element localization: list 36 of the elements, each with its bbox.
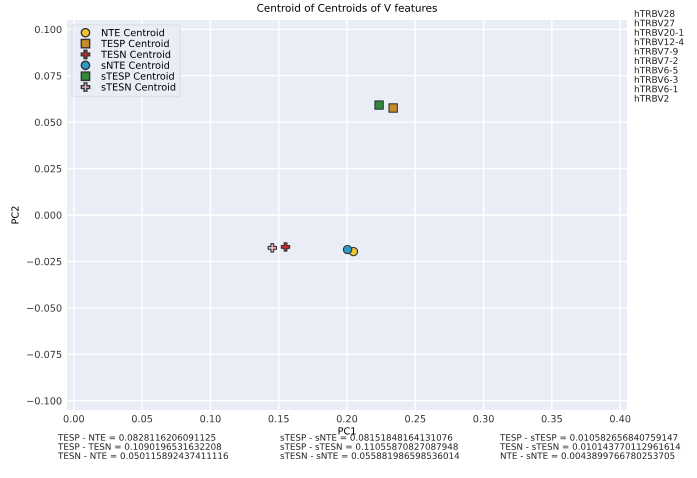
y-tick-label: 0.000 <box>34 211 62 219</box>
chart-title: Centroid of Centroids of V features <box>257 4 437 12</box>
legend-label: TESP Centroid <box>101 40 169 48</box>
x-tick-label: 0.10 <box>200 415 221 422</box>
point <box>268 243 278 253</box>
x-tick-label: 0.05 <box>132 415 152 422</box>
x-tick-label: 0.35 <box>542 415 562 422</box>
y-tick-label: 0.100 <box>34 26 62 34</box>
text: TESP - NTE = 0.0828116206091125 TESP - TESN = 0.1090196531632208 TESN - NTE = 0.050115892437411116 <box>58 434 228 460</box>
y-axis-title: PC2 <box>11 206 19 224</box>
text: hTRBV28 hTRBV27 hTRBV20-1 hTRBV12-4 hTRBV7-9 hTRBV7-2 hTRBV6-5 hTRBV6-3 hTRBV6-1 hTRBV2 <box>634 10 684 102</box>
legend-label: sNTE Centroid <box>102 61 169 69</box>
x-tick-label: 0.30 <box>473 415 494 422</box>
y-tick-label: −0.100 <box>27 397 62 405</box>
y-tick-label: 0.075 <box>34 72 62 80</box>
x-tick-label: 0.20 <box>336 415 358 422</box>
legend-label: NTE Centroid <box>102 28 164 36</box>
text: sTESP - sNTE = 0.08151848164131076 sTESP - sTESN = 0.11055870827087948 sTESN - sNTE = 0.055881986598536014 <box>280 434 460 460</box>
y-tick-label: 0.050 <box>34 118 62 126</box>
text: TESP - sTESP = 0.010582656840759147 TESN - sTESN = 0.010143770112961614 NTE - sNTE = 0.0043899766780253705 <box>500 434 680 460</box>
x-tick-label: 0.25 <box>405 415 426 422</box>
x-axis-title: PC1 <box>338 427 356 435</box>
legend-label: TESN Centroid <box>101 50 170 58</box>
y-tick-label: −0.025 <box>27 258 62 266</box>
x-tick-label: 0.40 <box>610 415 630 422</box>
point <box>374 100 384 110</box>
x-tick-label: 0.15 <box>268 415 289 422</box>
point <box>388 103 398 113</box>
point <box>280 242 290 252</box>
y-tick-label: −0.050 <box>27 304 62 312</box>
y-tick-label: 0.025 <box>34 165 62 172</box>
legend-label: sTESN Centroid <box>102 83 176 91</box>
legend-label: sTESP Centroid <box>102 72 174 80</box>
x-tick-label: 0.00 <box>64 415 84 422</box>
y-tick-label: −0.075 <box>27 350 62 358</box>
point <box>342 244 352 254</box>
